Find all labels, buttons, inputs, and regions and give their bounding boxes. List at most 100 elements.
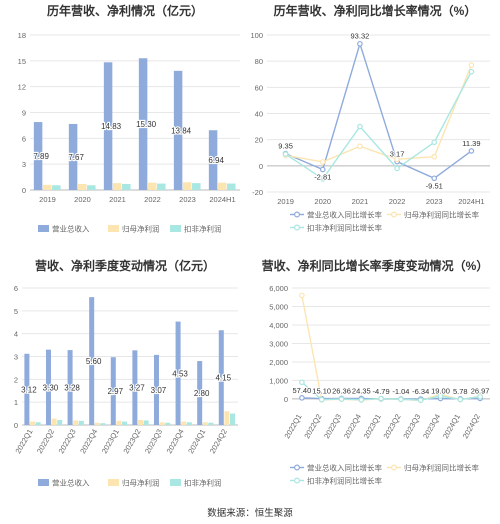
x-tick-label: 2020 [74,195,91,204]
data-label: 24.35 [352,386,371,395]
bar-deducted-profit [87,185,96,190]
bar-deducted-profit [57,419,63,425]
legend-marker [391,211,398,218]
data-label: 15.10 [312,387,331,396]
data-point [437,393,444,399]
data-label: 15.30 [136,120,157,129]
data-label: -4.79 [373,387,390,396]
bar-revenue [153,354,159,425]
legend-label: 归母净利润同比增长率 [404,210,479,220]
data-label: 5.78 [453,387,468,396]
bar-revenue [197,361,203,425]
x-tick-label: 2022Q4 [342,413,363,441]
annual-growth-panel: -20 0 20 40 60 80 100 2019 2020 2021 2022 2023 2024H… [250,0,500,255]
bar-deducted-profit [35,422,41,425]
chart-title: 营收、净利季度变动情况（亿元） [34,259,215,273]
bar-deducted-profit [192,183,201,190]
bar-net-profit [112,183,122,190]
legend-label: 扣非净利润 [184,224,222,234]
bar-deducted-profit [122,421,128,425]
legend-label: 归母净利润 [122,224,160,234]
bar-deducted-profit [165,422,171,425]
data-label: 3.30 [43,383,59,392]
legend-label: 营业总收入 [52,224,90,234]
y-tick-label: 20 [255,136,263,145]
legend-marker [293,477,300,484]
y-tick-label: 15 [18,57,26,66]
data-point [299,292,305,299]
x-tick-label: 2024Q2 [461,413,482,441]
data-label: 3.17 [390,150,405,159]
data-point [431,153,438,160]
data-label: 4.53 [172,369,188,378]
data-point [358,397,365,403]
x-tick-label: 2024H1 [458,197,484,206]
x-tick-label: 2022Q3 [57,428,78,456]
legend-swatch [170,225,181,232]
data-label: 93.32 [351,32,370,41]
x-tick-label: 2022Q1 [282,413,303,441]
bar-revenue [138,58,148,190]
x-tick-label: 2023Q1 [362,413,383,441]
data-label: 57.40 [293,386,312,395]
bar-deducted-profit [230,413,236,425]
data-label: 19.00 [431,387,450,396]
bar-net-profit [224,411,230,425]
x-tick-label: 2022Q2 [302,413,323,441]
legend-swatch [170,479,181,486]
y-tick-label: 6,000 [269,284,288,293]
bar-net-profit [159,422,165,425]
data-label: 11.39 [462,139,480,148]
legend-swatch [38,225,49,232]
y-tick-label: 5 [14,307,18,316]
data-label: -9.51 [426,181,443,190]
y-tick-label: 0 [14,421,18,430]
data-label: 3.27 [129,384,145,393]
annual-revenue-chart: 0 3 6 9 12 15 18 2019 2020 2021 2022 2023 2024H1 7.89… [18,31,240,234]
data-label: 7.89 [33,152,49,161]
y-tick-label: 0 [22,186,26,195]
data-point [357,143,363,150]
x-tick-label: 2023 [426,197,443,206]
legend-marker [293,211,300,218]
x-tick-label: 2022 [389,197,406,206]
series-line [285,41,472,180]
data-point [477,393,483,400]
data-point [299,395,305,401]
chart-title: 营收、净利同比增长率季度变动情况（%） [261,259,489,273]
y-tick-label: 3,000 [269,339,288,348]
data-point [457,396,464,403]
bar-deducted-profit [157,183,166,190]
x-tick-label: 2023Q1 [100,428,121,456]
bar-revenue [67,350,73,425]
y-tick-label: 1 [14,398,18,407]
data-point [319,166,326,173]
series-line [301,295,481,402]
bar-net-profit [51,418,57,425]
legend-marker [293,464,300,471]
y-tick-label: 1,000 [269,376,288,385]
data-label: -2.81 [314,173,331,182]
bar-deducted-profit [143,420,149,425]
data-point [357,123,363,130]
data-label: 26.36 [332,386,351,395]
data-label: 14.83 [101,122,122,131]
y-tick-label: 100 [250,31,263,40]
data-label: 2.80 [194,389,210,398]
bar-net-profit [77,183,87,190]
legend-label: 归母净利润 [122,478,160,488]
bar-net-profit [137,419,144,425]
bar-net-profit [147,182,157,190]
bar-deducted-profit [208,422,214,425]
x-tick-label: 2022Q3 [322,413,343,441]
y-tick-label: 5,000 [269,302,288,311]
data-label: 6.94 [208,156,224,165]
bar-deducted-profit [78,420,84,425]
x-tick-label: 2024Q1 [186,428,207,456]
series-line [301,381,481,401]
data-point [468,62,475,68]
data-point [282,151,289,157]
y-tick-label: 60 [255,83,263,92]
y-tick-label: 0 [284,395,288,404]
